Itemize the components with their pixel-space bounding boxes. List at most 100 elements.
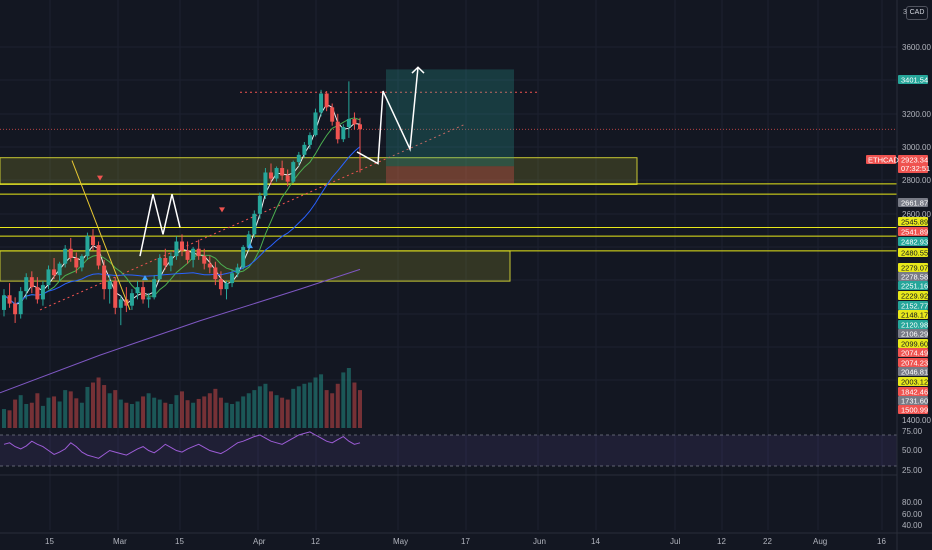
candle [252,213,257,235]
candle [207,263,212,268]
price-scale[interactable]: 3600.00 3200.00 3000.00 2800.00 2600.00 1400.… [866,0,931,550]
volume-bar [307,382,312,428]
candle [218,279,223,290]
candle [296,154,301,163]
volume-bars [2,368,362,428]
volume-bar [296,386,301,428]
candle [280,167,285,176]
volume-bar [202,396,207,428]
price-label-badge [898,272,928,281]
price-label: 2074.49 [901,349,928,358]
volume-bar [352,382,357,428]
price-label: 2541.89 [901,228,928,237]
price-label-badge [898,155,928,173]
candle [29,277,34,288]
time-tick: Mar [113,537,127,546]
price-tick: 1400.00 [902,416,931,425]
time-scale[interactable]: 15 Mar 15 Apr 12 May 17 Jun 14 Jul 12 22 Aug 16 [0,532,932,546]
volume-bar [129,404,134,428]
candlesticks[interactable] [2,81,362,326]
volume-bar [319,374,324,428]
price-tick: 3600.00 [902,43,931,52]
past-zigzag [139,194,181,257]
candle [157,257,162,280]
time-tick: Apr [253,537,266,546]
scale-top-label: 3 [903,9,907,16]
candle [57,263,62,276]
candle [302,144,307,155]
candle [191,248,196,260]
candle [113,281,118,308]
price-label: 2661.87 [901,199,928,208]
moving-average-line [3,117,361,305]
time-tick: May [393,537,408,546]
candle [7,295,12,304]
price-label: 1842.46 [901,388,928,397]
volume-bar [335,383,340,428]
candle [246,234,251,247]
moving-average-line [3,146,361,305]
symbol-badge [866,155,896,164]
volume-bar [118,399,123,428]
volume-bar [257,386,262,428]
price-label: 2545.89 [901,218,928,227]
price-label-badge [898,248,928,257]
candle [313,112,318,136]
rsi-tick: 50.00 [902,446,923,455]
volume-bar [40,405,45,428]
volume-bar [35,393,40,428]
candle [352,119,357,125]
volume-bar [196,398,201,428]
volume-bar [102,385,107,428]
price-label: 2923.34 [901,156,928,165]
volume-bar [285,399,290,428]
candle [13,303,18,315]
candle [319,93,324,113]
candle [168,256,173,266]
volume-bar [241,396,246,428]
price-label-badge [898,358,928,367]
candle [91,236,95,246]
user-drawings[interactable] [71,66,425,311]
volume-bar [68,391,73,428]
volume-bar [185,400,190,428]
volume-bar [191,402,196,428]
price-label-badge [898,217,928,226]
grid [0,0,897,530]
price-label: 2229.92 [901,292,928,301]
price-label-badge [898,367,928,376]
volume-bar [7,410,12,428]
target-zone [386,69,514,167]
currency-button[interactable]: CAD [906,6,928,20]
price-label: 2148.17 [901,311,928,320]
candle [346,119,351,127]
candle [96,245,101,266]
stop-zone [386,166,514,184]
candle [63,248,68,264]
price-label-badge [898,263,928,272]
upper-zone [0,157,638,185]
volume-bar [124,402,129,428]
volume-bar [18,395,23,428]
price-label: 2074.23 [901,359,928,368]
candle [241,246,246,268]
candle [163,257,168,266]
price-label-badge [898,339,928,348]
price-label-badge [898,198,928,207]
candle [2,295,6,310]
volume-bar [263,383,268,428]
long-position-tool[interactable] [386,69,514,184]
rsi-tick: 25.00 [902,466,923,475]
volume-bar [313,377,318,428]
price-label: 3401.54 [901,76,928,85]
candle [185,250,190,260]
rsi-pane[interactable] [0,431,897,476]
volume-bar [230,404,235,428]
price-label-badge [898,387,928,396]
time-tick: 12 [311,537,320,546]
rsi-line [3,431,361,459]
time-tick: Jun [533,537,546,546]
lower-tick: 60.00 [902,510,923,519]
time-tick: 22 [763,537,772,546]
